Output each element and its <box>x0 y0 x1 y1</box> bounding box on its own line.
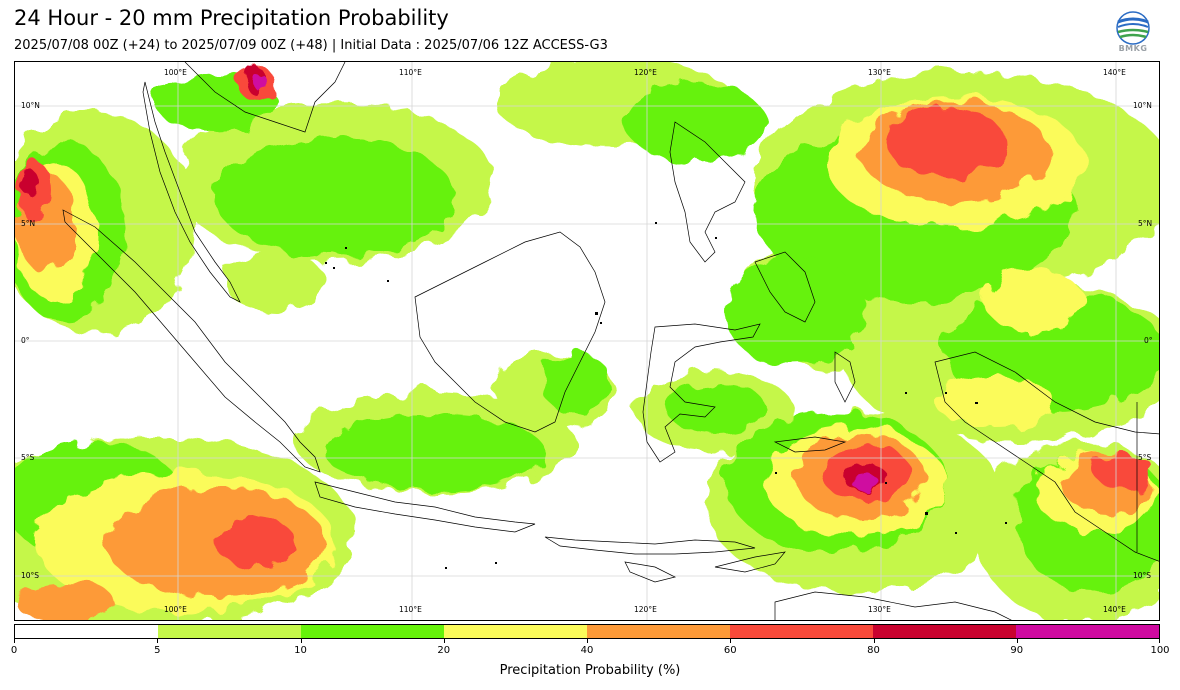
colorbar-segment <box>1016 625 1159 638</box>
lon-label-top-100e: 100°E <box>164 68 187 77</box>
colorbar-segment <box>158 625 301 638</box>
lon-label-bottom-120e: 120°E <box>634 605 657 614</box>
lat-label-left-5s: 5°S <box>21 453 35 462</box>
colorbar-tick <box>1016 639 1018 643</box>
precipitation-map: 100°E 110°E 120°E 130°E 140°E 100°E 110°… <box>14 61 1160 621</box>
colorbar-tick <box>443 639 445 643</box>
colorbar-tick-label: 40 <box>580 645 594 656</box>
colorbar-segment <box>444 625 587 638</box>
small-islands <box>325 222 1007 569</box>
bmkg-logo-icon <box>1114 10 1152 56</box>
lat-label-right-5n: 5°N <box>1138 219 1153 228</box>
colorbar-segment <box>15 625 158 638</box>
map-subtitle: 2025/07/08 00Z (+24) to 2025/07/09 00Z (… <box>14 38 608 53</box>
colorbar-tick <box>1159 639 1160 643</box>
colorbar <box>14 624 1160 639</box>
colorbar-tick-label: 100 <box>1150 645 1170 656</box>
lat-label-right-10s: 10°S <box>1133 571 1152 580</box>
colorbar-segment <box>587 625 730 638</box>
colorbar-tick-label: 20 <box>437 645 451 656</box>
coastlines <box>62 62 1159 620</box>
colorbar-tick-label: 90 <box>1010 645 1024 656</box>
map-title: 24 Hour - 20 mm Precipitation Probabilit… <box>14 6 449 30</box>
precipitation-layer <box>15 62 1159 620</box>
lat-label-right-0: 0° <box>1144 336 1153 345</box>
lat-label-left-10s: 10°S <box>21 571 40 580</box>
colorbar-title: Precipitation Probability (%) <box>499 663 681 678</box>
lat-label-left-5n: 5°N <box>21 219 36 228</box>
map-gridlines <box>15 62 1159 620</box>
lon-label-top-120e: 120°E <box>634 68 657 77</box>
colorbar-tick-label: 80 <box>867 645 880 656</box>
colorbar-tick-label: 60 <box>723 645 737 656</box>
colorbar-tick <box>157 639 159 643</box>
lon-label-top-130e: 130°E <box>868 68 891 77</box>
precipitation-high-layer <box>19 66 887 491</box>
colorbar-tick <box>730 639 732 643</box>
colorbar-tick-label: 5 <box>154 645 161 656</box>
lon-label-bottom-100e: 100°E <box>164 605 187 614</box>
bmkg-logo-text: BMKG <box>1118 44 1148 53</box>
lat-label-right-5s: 5°S <box>1138 453 1152 462</box>
colorbar-tick <box>873 639 875 643</box>
colorbar-segment <box>301 625 444 638</box>
lat-label-left-10n: 10°N <box>21 101 40 110</box>
lat-label-left-0: 0° <box>21 336 30 345</box>
colorbar-segment <box>873 625 1016 638</box>
colorbar-segment <box>730 625 873 638</box>
colorbar-tick <box>587 639 588 643</box>
lon-label-bottom-140e: 140°E <box>1103 605 1126 614</box>
lat-label-right-10n: 10°N <box>1133 101 1152 110</box>
colorbar-tick <box>300 639 302 643</box>
colorbar-tick-label: 10 <box>294 645 307 656</box>
colorbar-tick <box>14 639 15 643</box>
lon-label-bottom-110e: 110°E <box>399 605 422 614</box>
colorbar-tick-label: 0 <box>10 645 18 656</box>
lon-label-bottom-130e: 130°E <box>868 605 891 614</box>
lon-label-top-140e: 140°E <box>1103 68 1126 77</box>
lon-label-top-110e: 110°E <box>399 68 422 77</box>
